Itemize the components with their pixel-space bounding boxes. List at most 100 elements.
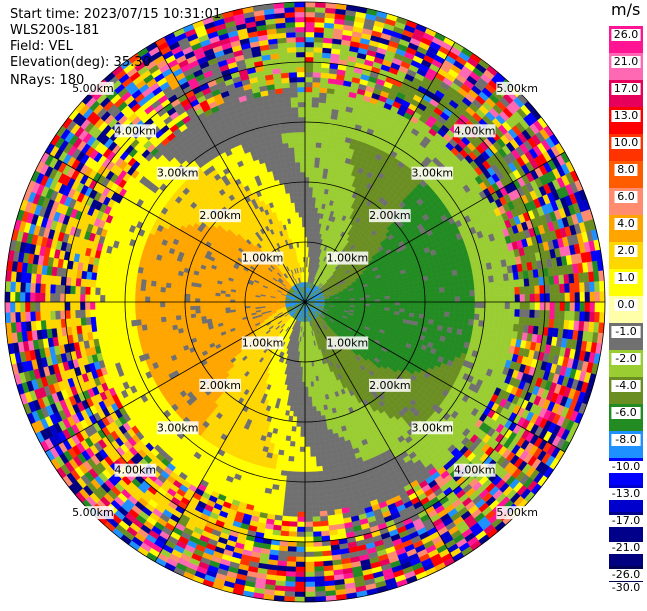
radar-cell xyxy=(291,203,295,208)
radar-cell xyxy=(171,316,177,321)
radar-cell xyxy=(313,421,318,426)
radar-cell xyxy=(439,287,444,292)
radar-cell xyxy=(317,416,322,421)
radar-cell xyxy=(298,392,301,397)
radar-cell xyxy=(313,177,318,182)
radar-cell xyxy=(302,387,305,392)
radar-cell xyxy=(405,295,410,299)
radar-cell xyxy=(318,173,323,179)
radar-cell xyxy=(309,172,314,177)
radar-cell xyxy=(410,302,415,306)
radar-cell xyxy=(308,217,311,222)
radar-cell xyxy=(409,291,414,295)
radar-cell xyxy=(200,305,205,309)
radar-cell xyxy=(170,288,175,293)
radar-cell xyxy=(170,302,175,307)
radar-cell xyxy=(314,436,319,441)
radar-cell xyxy=(430,306,435,311)
radar-cell xyxy=(282,168,287,174)
radar-cell xyxy=(440,292,445,297)
radar-cell xyxy=(399,292,404,296)
radar-cell xyxy=(294,192,298,197)
radar-cell xyxy=(288,183,293,188)
radar-cell xyxy=(305,407,309,412)
radar-cell xyxy=(305,217,308,222)
radar-cell xyxy=(185,289,190,294)
radar-cell xyxy=(414,310,419,314)
radar-cell xyxy=(302,212,305,217)
radar-cell xyxy=(301,187,305,192)
radar-cell xyxy=(316,406,320,411)
radar-cell xyxy=(425,306,430,311)
radar-cell xyxy=(299,212,302,217)
radar-cell xyxy=(171,283,177,288)
radar-cell xyxy=(419,285,424,290)
radar-cell xyxy=(311,392,315,397)
radar-cell xyxy=(305,387,308,392)
radar-cell xyxy=(235,304,240,307)
radar-cell xyxy=(301,412,305,417)
radar-cell xyxy=(311,387,314,392)
radar-cell xyxy=(210,295,215,298)
radar-cell xyxy=(430,302,435,307)
radar-cell xyxy=(410,306,415,310)
radar-cell xyxy=(165,311,170,316)
radar-cell xyxy=(299,217,302,222)
radar-cell xyxy=(180,310,185,315)
radar-cell xyxy=(308,212,311,217)
radar-cell xyxy=(195,306,200,310)
radar-cell xyxy=(297,407,301,412)
radar-cell xyxy=(429,311,434,316)
radar-cell xyxy=(305,417,309,422)
radar-cell xyxy=(380,299,385,302)
radar-cell xyxy=(176,319,182,324)
radar-cell xyxy=(302,392,305,397)
radar-cell xyxy=(210,302,215,305)
radar-cell xyxy=(305,167,310,172)
radar-cell xyxy=(318,426,323,432)
radar-cell xyxy=(312,406,316,411)
radar-cell xyxy=(315,401,319,406)
radar-cell xyxy=(305,202,308,207)
radar-cell xyxy=(309,182,313,187)
radar-cell xyxy=(200,291,205,295)
radar-cell xyxy=(294,401,298,406)
radar-cell xyxy=(305,192,309,197)
radar-cell xyxy=(300,227,303,232)
radar-cell xyxy=(296,432,301,437)
radar-cell xyxy=(290,436,295,441)
radar-cell xyxy=(302,222,305,227)
radar-cell xyxy=(210,299,215,302)
radar-cell xyxy=(307,372,310,377)
radar-cell xyxy=(215,299,220,302)
radar-cell xyxy=(190,294,195,298)
radar-cell xyxy=(215,302,220,305)
radar-cell xyxy=(313,187,317,192)
radar-cell xyxy=(355,298,360,300)
radar-cell xyxy=(297,222,300,227)
radar-cell xyxy=(293,187,297,192)
radar-cell xyxy=(420,306,425,310)
radar-cell xyxy=(175,306,180,311)
radar-cell xyxy=(305,432,310,437)
radar-cell xyxy=(324,435,330,441)
radar-cell xyxy=(433,279,439,284)
radar-cell xyxy=(434,288,439,293)
radar-cell xyxy=(185,294,190,298)
radar-cell xyxy=(291,167,296,172)
radar-cell xyxy=(380,296,385,299)
radar-cell xyxy=(180,289,185,294)
radar-cell xyxy=(419,289,424,294)
radar-cell xyxy=(305,392,308,397)
radar-cell xyxy=(302,217,305,222)
radar-cell xyxy=(298,207,301,212)
radar-cell xyxy=(385,293,390,296)
radar-cell xyxy=(410,298,415,302)
radar-cell xyxy=(300,167,305,172)
radar-cell xyxy=(225,305,230,308)
radar-cell xyxy=(309,177,314,182)
radar-cell xyxy=(395,302,400,305)
radar-cell xyxy=(425,298,430,302)
radar-cell xyxy=(309,422,314,427)
